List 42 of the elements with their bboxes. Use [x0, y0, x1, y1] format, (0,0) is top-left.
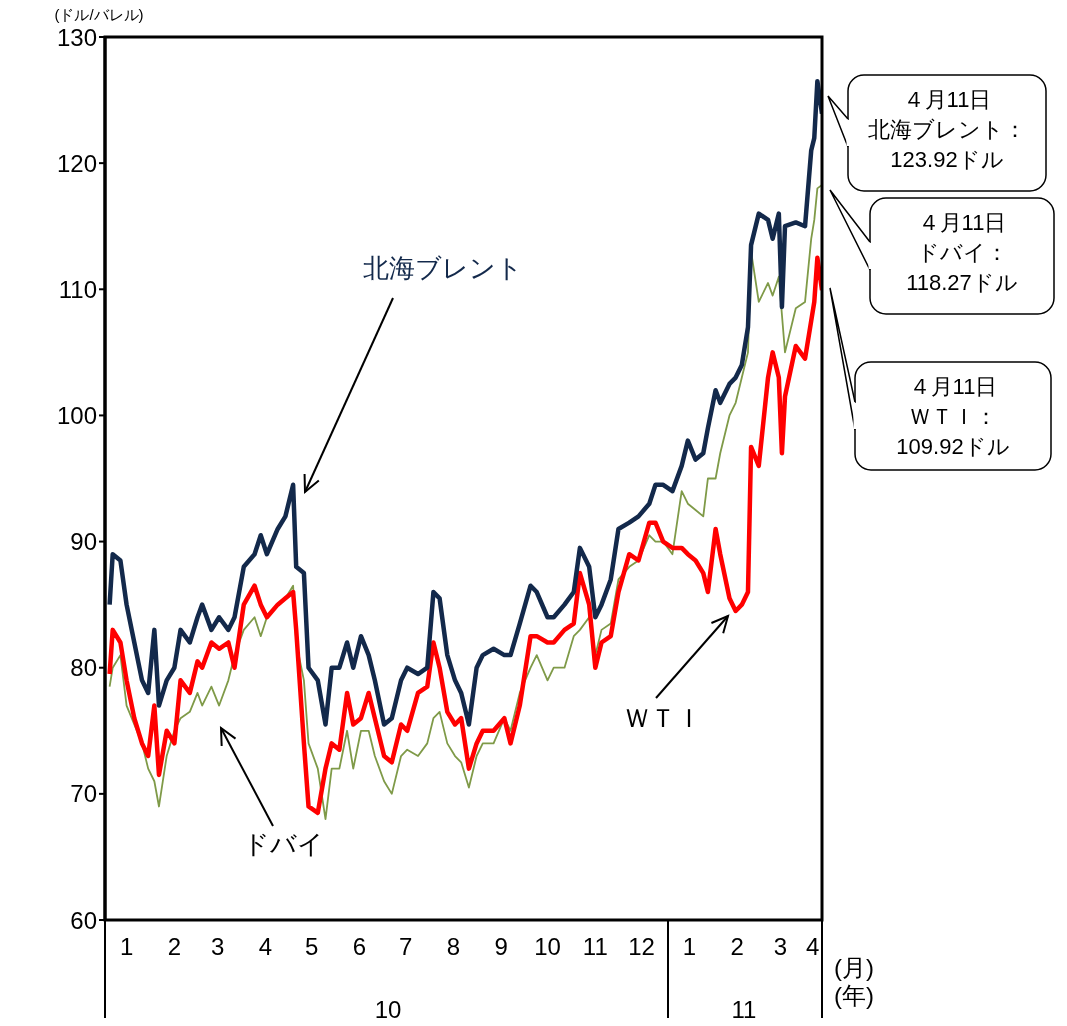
x-tick-label: 3 — [210, 933, 225, 961]
y-axis-title: (ドル/バレル) — [54, 6, 144, 23]
y-tick-label: 130 — [56, 23, 97, 51]
x-tick-label: 4 — [806, 933, 820, 961]
text: 118.27ドル — [906, 270, 1018, 295]
series-label: ドバイ — [242, 828, 324, 859]
text: ４月11日 — [908, 374, 998, 399]
x-tick-label: 6 — [352, 933, 367, 961]
y-tick-label: 80 — [70, 654, 97, 682]
y-tick-label: 120 — [56, 149, 97, 177]
series-label: ＷＴＩ — [624, 702, 702, 733]
x-tick-label: 4 — [258, 933, 273, 961]
text: 11 — [731, 996, 757, 1023]
x-tick-label: 2 — [167, 933, 182, 961]
text: ドバイ： — [916, 240, 1008, 265]
text: 北海ブレント： — [868, 117, 1026, 142]
text: (月) — [834, 954, 874, 981]
x-tick-label: 8 — [446, 933, 461, 961]
text: 123.92ドル — [890, 147, 1004, 172]
line-series — [107, 78, 822, 727]
y-tick-label: 60 — [70, 906, 97, 934]
x-tick-label: 3 — [773, 933, 788, 961]
x-tick-label: 10 — [534, 933, 561, 961]
x-tick-label: 1 — [119, 933, 134, 961]
y-tick-label: 90 — [70, 528, 97, 556]
x-tick-label: 12 — [628, 933, 655, 961]
text: ４月11日 — [902, 87, 992, 112]
x-tick-label: 7 — [399, 933, 413, 961]
x-tick-label: 9 — [494, 933, 508, 961]
text: 北海ブレント — [363, 252, 523, 283]
x-tick-label: 5 — [304, 933, 319, 961]
x-tick-label: 11 — [582, 933, 608, 961]
x-tick-label: 2 — [730, 933, 744, 961]
text: (年) — [834, 982, 874, 1009]
text: 10 — [374, 996, 402, 1023]
text: 109.92ドル — [896, 434, 1010, 459]
y-tick-label: 70 — [70, 780, 97, 808]
text: ＷＴＩ： — [909, 404, 997, 429]
y-tick-label: 110 — [58, 275, 97, 303]
text: ４月11日 — [917, 210, 1007, 235]
y-tick-label: 100 — [56, 401, 97, 429]
x-tick-label: 1 — [682, 933, 697, 961]
